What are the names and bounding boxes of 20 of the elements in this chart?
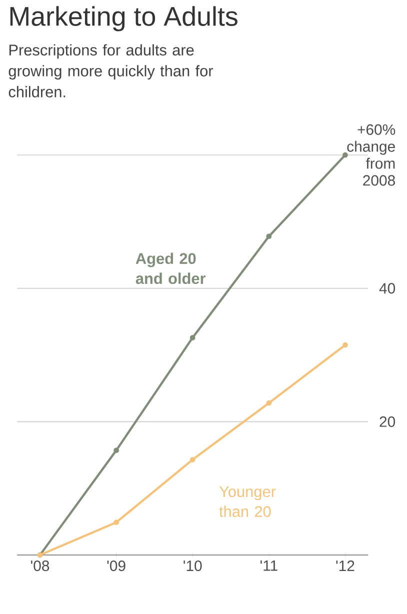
chart-subtitle: Prescriptions for adults are growing more quickly than for children.: [8, 44, 214, 98]
point: [266, 234, 272, 240]
series-label: Aged 20 and older: [136, 252, 206, 284]
point: [114, 520, 119, 526]
x-tick-label: '10: [184, 560, 202, 572]
x-tick-label: '12: [336, 560, 354, 571]
chart-title: Marketing to Adults: [10, 6, 238, 32]
point: [190, 334, 196, 340]
text: Younger than 20: [219, 486, 276, 518]
point: [190, 456, 196, 462]
y-tick-label: 40: [379, 283, 396, 294]
x-tick-label: '11: [260, 560, 278, 571]
x-tick-label: '09: [107, 560, 126, 572]
y-tick-label: 20: [380, 416, 396, 427]
y-tick-label: +60% change from 2008: [347, 124, 396, 186]
point: [342, 152, 348, 158]
point: [114, 448, 119, 454]
point: [342, 342, 348, 348]
x-tick-label: '08: [31, 560, 50, 572]
point: [266, 400, 272, 406]
